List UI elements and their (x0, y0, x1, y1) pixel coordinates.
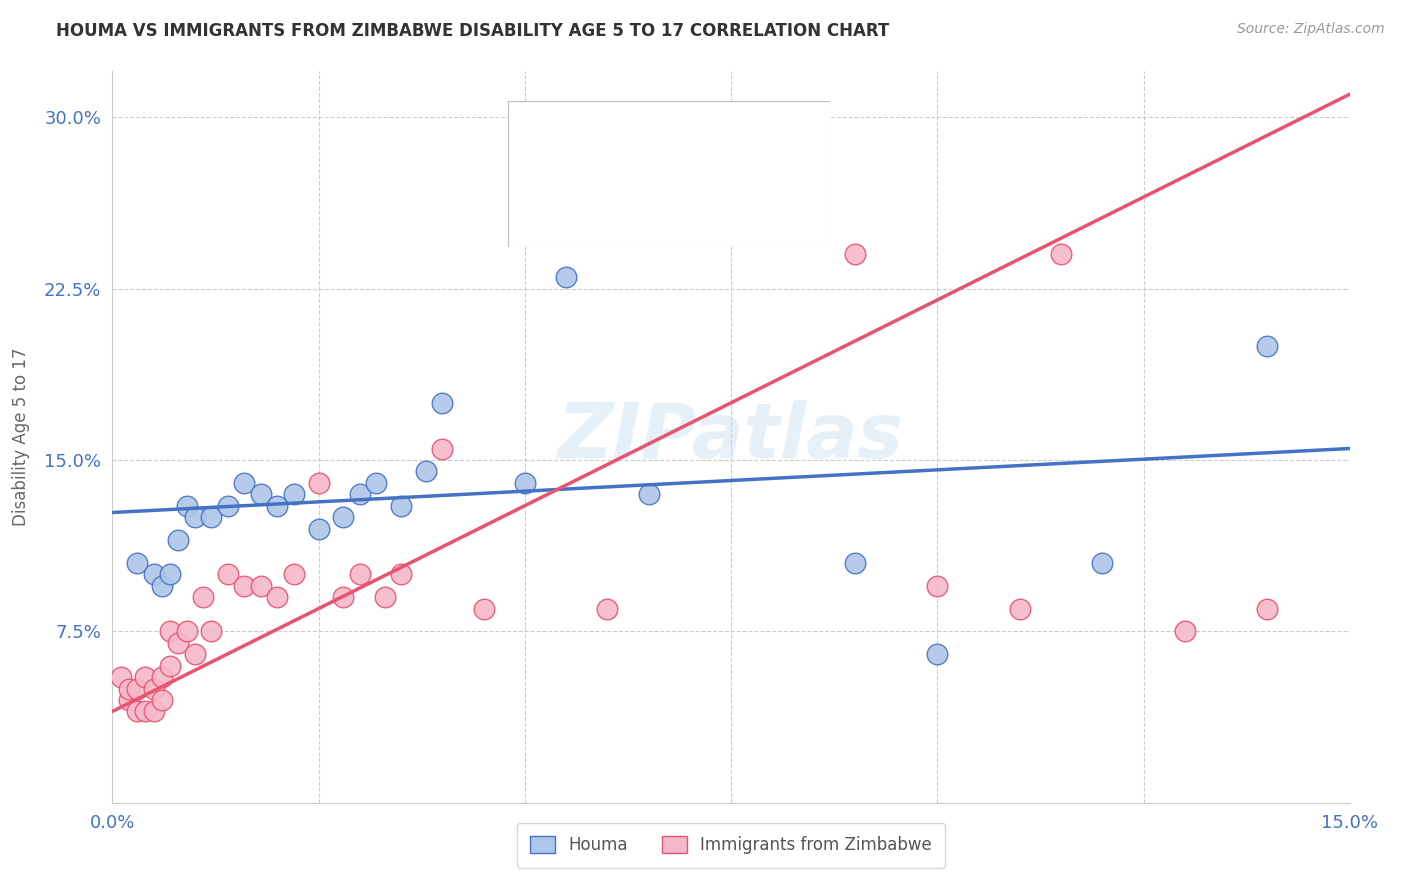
Point (389, 567, 412, 582)
Point (217, 499, 239, 513)
Point (266, 499, 288, 513)
Point (127, 681, 149, 696)
Point (193, 590, 215, 604)
Point (134, 705, 156, 719)
Point (134, 670, 156, 684)
Text: ZIPatlas: ZIPatlas (558, 401, 904, 474)
Point (349, 487, 371, 501)
Point (118, 681, 141, 696)
Point (927, 647, 949, 661)
Point (432, 396, 454, 410)
Point (1256, 338, 1278, 352)
Point (374, 590, 396, 604)
Point (332, 510, 354, 524)
Point (472, 601, 495, 615)
Point (176, 624, 198, 639)
Point (150, 579, 173, 593)
Point (250, 579, 273, 593)
Point (176, 499, 198, 513)
Point (167, 533, 190, 547)
Point (308, 475, 330, 490)
Point (513, 475, 536, 490)
Point (159, 658, 181, 673)
Point (283, 567, 305, 582)
Point (596, 601, 619, 615)
Point (233, 579, 256, 593)
Point (142, 567, 165, 582)
Point (844, 556, 866, 570)
Point (283, 487, 305, 501)
Point (233, 475, 256, 490)
Point (308, 521, 330, 535)
Point (127, 556, 149, 570)
Point (266, 590, 288, 604)
Point (217, 567, 239, 582)
Point (159, 567, 181, 582)
Point (184, 647, 207, 661)
Point (555, 270, 578, 285)
Legend: Houma, Immigrants from Zimbabwe: Houma, Immigrants from Zimbabwe (517, 822, 945, 868)
Point (127, 705, 149, 719)
Point (167, 636, 190, 650)
Point (150, 693, 173, 707)
Y-axis label: Disability Age 5 to 17: Disability Age 5 to 17 (13, 348, 30, 526)
Point (349, 567, 371, 582)
Point (142, 681, 165, 696)
Point (415, 464, 437, 478)
Point (1050, 247, 1073, 261)
Text: HOUMA VS IMMIGRANTS FROM ZIMBABWE DISABILITY AGE 5 TO 17 CORRELATION CHART: HOUMA VS IMMIGRANTS FROM ZIMBABWE DISABI… (56, 22, 890, 40)
Text: Source: ZipAtlas.com: Source: ZipAtlas.com (1237, 22, 1385, 37)
Point (637, 487, 659, 501)
Point (1008, 601, 1031, 615)
Point (844, 247, 866, 261)
Point (389, 499, 412, 513)
Point (927, 579, 949, 593)
Point (1174, 624, 1197, 639)
Point (1091, 556, 1114, 570)
Point (142, 705, 165, 719)
Point (366, 475, 388, 490)
Point (1256, 601, 1278, 615)
Point (200, 624, 222, 639)
Point (159, 624, 181, 639)
Point (150, 670, 173, 684)
Point (432, 442, 454, 456)
Point (118, 693, 141, 707)
Point (250, 487, 273, 501)
Point (110, 670, 132, 684)
Point (332, 590, 354, 604)
Point (200, 510, 222, 524)
Point (184, 510, 207, 524)
